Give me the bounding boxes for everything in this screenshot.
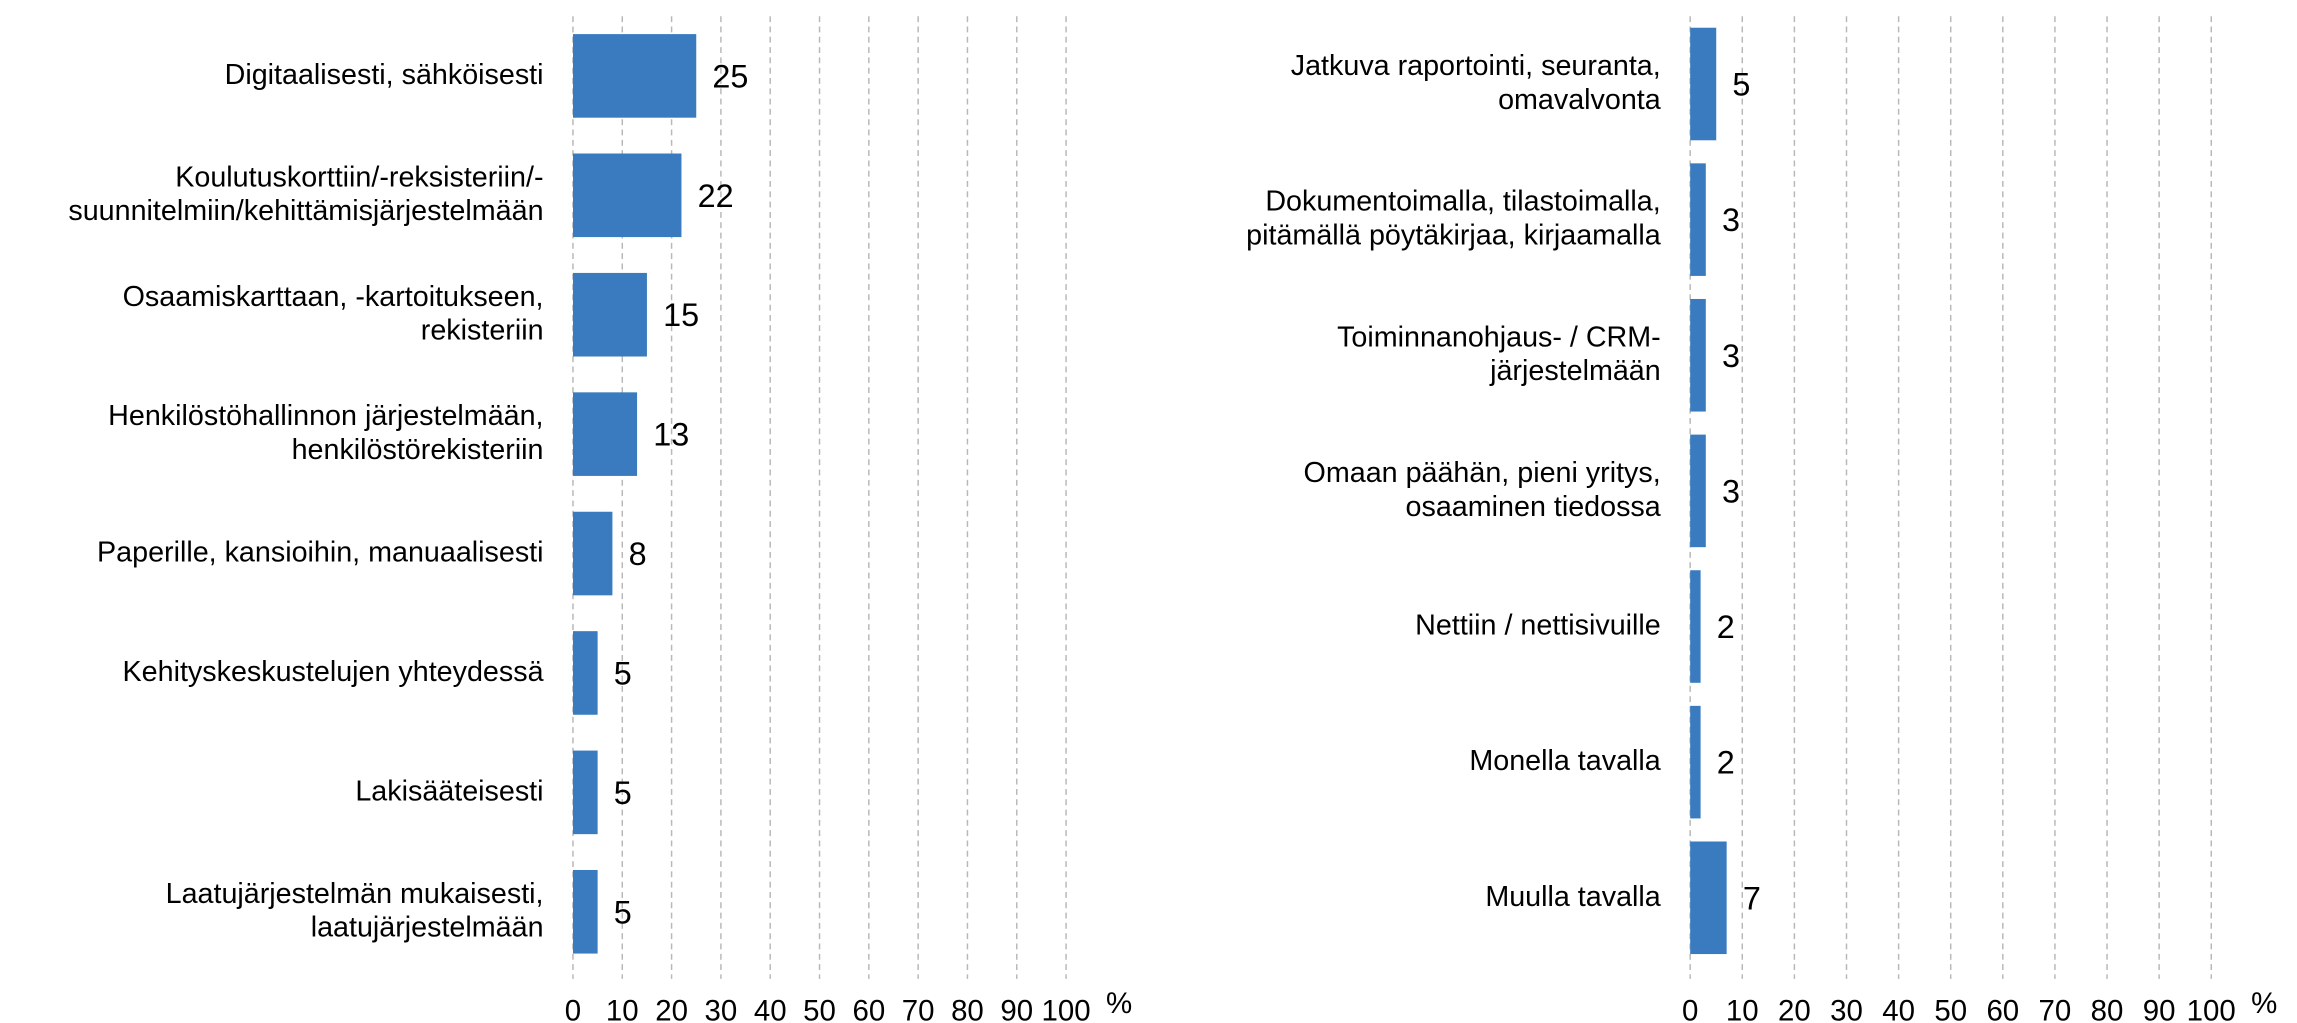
- x-tick-label: 70: [902, 994, 935, 1023]
- x-tick-label: 10: [1726, 994, 1759, 1023]
- bar: [1690, 298, 1706, 412]
- category-label: Lakisääteisesti: [355, 775, 543, 807]
- x-tick-label: 70: [2039, 994, 2072, 1023]
- x-tick-label: 20: [655, 994, 688, 1023]
- x-tick-label: 40: [754, 994, 787, 1023]
- value-label: 2: [1717, 745, 1735, 781]
- x-axis-label: %: [1106, 987, 1132, 1020]
- x-tick-label: 50: [1934, 994, 1967, 1023]
- category-label-line: Laatujärjestelmän mukaisesti,: [166, 877, 544, 909]
- x-tick-label: 50: [803, 994, 836, 1023]
- category-label: Monella tavalla: [1469, 745, 1660, 777]
- x-tick-label: 80: [2091, 994, 2124, 1023]
- x-tick-label: 90: [1000, 994, 1033, 1023]
- category-label: Digitaalisesti, sähköisesti: [225, 58, 544, 90]
- bar: [572, 392, 638, 476]
- x-tick-label: 0: [565, 994, 581, 1023]
- value-label: 25: [712, 58, 748, 94]
- value-label: 2: [1717, 609, 1735, 645]
- x-tick-label: 0: [1682, 994, 1698, 1023]
- value-label: 5: [614, 775, 632, 811]
- category-label-line: Omaan päähän, pieni yritys,: [1304, 457, 1661, 489]
- bar: [1690, 27, 1717, 141]
- category-label-line: Henkilöstöhallinnon järjestelmään,: [108, 400, 543, 432]
- category-label: Nettiin / nettisivuille: [1415, 609, 1661, 641]
- category-label-line: omavalvonta: [1498, 84, 1661, 116]
- category-label: Omaan päähän, pieni yritys, osaaminen tie…: [1304, 457, 1661, 523]
- category-label-line: henkilöstörekisteriin: [292, 434, 544, 466]
- value-label: 15: [663, 297, 699, 333]
- value-label: 5: [614, 894, 632, 930]
- value-label: 22: [698, 178, 734, 214]
- category-label-line: Dokumentoimalla, tilastoimalla,: [1265, 185, 1660, 217]
- bar: [572, 511, 613, 596]
- value-label: 13: [653, 417, 689, 453]
- category-label-line: Kehityskeskustelujen yhteydessä: [123, 656, 544, 688]
- x-tick-label: 80: [951, 994, 984, 1023]
- category-label: Muulla tavalla: [1485, 880, 1660, 912]
- value-label: 8: [629, 536, 647, 572]
- value-label: 7: [1743, 880, 1761, 916]
- category-label-line: rekisteriin: [421, 314, 544, 346]
- x-tick-label: 30: [1830, 994, 1863, 1023]
- bar: [572, 869, 598, 954]
- x-tick-label: 40: [1882, 994, 1915, 1023]
- bar: [572, 750, 598, 835]
- value-label: 5: [614, 655, 632, 691]
- value-label: 3: [1722, 473, 1740, 509]
- x-tick-label: 100: [1042, 994, 1091, 1023]
- x-tick-label: 20: [1778, 994, 1811, 1023]
- bar: [572, 631, 598, 715]
- category-label: Toiminnanohjaus- / CRM-järjestelmään: [1337, 321, 1661, 387]
- bar: [572, 153, 682, 238]
- category-label-line: Osaamiskarttaan, -kartoitukseen,: [123, 280, 544, 312]
- category-label-line: osaaminen tiedossa: [1406, 490, 1661, 522]
- category-label: Dokumentoimalla, tilastoimalla, pitämällä…: [1246, 185, 1661, 251]
- category-label-line: suunnitelmiin/kehittämisjärjestelmään: [68, 195, 543, 227]
- category-label-line: järjestelmään: [1489, 355, 1661, 387]
- category-label: Henkilöstöhallinnon järjestelmään, henkil…: [108, 400, 543, 466]
- x-tick-label: 60: [852, 994, 885, 1023]
- value-label: 3: [1722, 202, 1740, 238]
- category-label-line: Jatkuva raportointi, seuranta,: [1291, 50, 1661, 82]
- category-label: Kehityskeskustelujen yhteydessä: [123, 656, 544, 688]
- category-label-line: Paperille, kansioihin, manuaalisesti: [97, 536, 544, 568]
- category-label-line: laatujärjestelmään: [311, 911, 544, 943]
- bar: [1690, 163, 1706, 276]
- value-label: 3: [1722, 338, 1740, 374]
- x-tick-label: 10: [606, 994, 639, 1023]
- bar: [572, 272, 647, 357]
- category-label-line: Muulla tavalla: [1485, 880, 1660, 912]
- x-tick-label: 90: [2143, 994, 2176, 1023]
- bar: [572, 34, 697, 118]
- category-label-line: Monella tavalla: [1469, 745, 1660, 777]
- category-label: Osaamiskarttaan, -kartoitukseen, rekister…: [123, 280, 544, 346]
- category-label-line: Toiminnanohjaus- / CRM-: [1337, 321, 1661, 353]
- x-tick-label: 30: [705, 994, 738, 1023]
- category-label-line: Koulutuskorttiin/-reksisteriin/-: [175, 161, 543, 193]
- x-axis-label: %: [2251, 987, 2277, 1020]
- category-label: Jatkuva raportointi, seuranta, omavalvont…: [1291, 50, 1661, 116]
- x-tick-label: 100: [2187, 994, 2236, 1023]
- bar: [1690, 434, 1706, 548]
- bar: [1690, 570, 1701, 683]
- value-label: 5: [1732, 66, 1750, 102]
- category-label: Laatujärjestelmän mukaisesti, laatujärjes…: [166, 877, 544, 943]
- category-label-line: Digitaalisesti, sähköisesti: [225, 58, 544, 90]
- category-label: Paperille, kansioihin, manuaalisesti: [97, 536, 544, 568]
- category-label-line: Nettiin / nettisivuille: [1415, 609, 1661, 641]
- category-label: Koulutuskorttiin/-reksisteriin/-suunnite…: [68, 161, 543, 227]
- category-label-line: pitämällä pöytäkirjaa, kirjaamalla: [1246, 219, 1661, 251]
- bar: [1690, 705, 1701, 819]
- bar: [1690, 841, 1727, 955]
- x-tick-label: 60: [1986, 994, 2019, 1023]
- category-label-line: Lakisääteisesti: [355, 775, 543, 807]
